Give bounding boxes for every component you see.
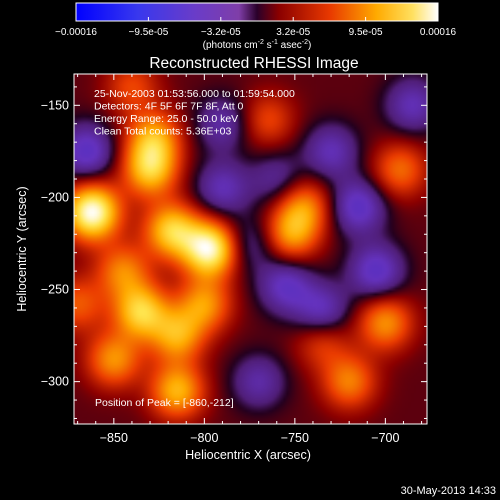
annotations: 25-Nov-2003 01:53:56.000 to 01:59:54.000… [94,88,295,138]
colorbar: −0.00016 −9.5e-05 −3.2e-05 3.2e-05 9.5e-05 0.… [55,2,457,51]
axis-ticks: −850 −800 −750 −700 −300 −250 −200 −150 [41,74,427,445]
colorbar-tick-label: −9.5e-05 [129,27,169,38]
y-tick-label: −150 [41,98,69,112]
timestamp: 30-May-2013 14:33 [401,485,496,497]
chart-title: Reconstructed RHESSI Image [149,55,358,72]
x-tick-label: −800 [190,431,218,445]
heatmap [74,74,427,424]
x-tick-label: −700 [371,431,399,445]
y-axis-label: Heliocentric Y (arcsec) [15,186,29,311]
annotation-line: Energy Range: 25.0 - 50.0 keV [94,113,238,125]
annotation-line: Detectors: 4F 5F 6F 7F 8F, Att 0 [94,101,244,113]
annotation-line: 25-Nov-2003 01:53:56.000 to 01:59:54.000 [94,88,295,100]
plot-frame [73,73,428,425]
annotation-line: Clean Total counts: 5.36E+03 [94,126,231,138]
y-tick-label: −300 [41,375,69,389]
colorbar-gradient [75,2,439,22]
y-tick-label: −200 [41,190,69,204]
y-tick-label: −250 [41,283,69,297]
colorbar-ticks: −0.00016 −9.5e-05 −3.2e-05 3.2e-05 9.5e-05 0.… [55,17,457,38]
x-tick-label: −850 [100,431,128,445]
colorbar-tick-label: −3.2e-05 [201,27,241,38]
x-axis-label: Heliocentric X (arcsec) [185,448,311,462]
colorbar-tick-label: −0.00016 [55,27,97,38]
colorbar-units: (photons cm-2 s-1 asec-2) [203,39,312,51]
x-tick-label: −750 [281,431,309,445]
colorbar-tick-label: 0.00016 [420,27,457,38]
colorbar-tick-label: 3.2e-05 [276,27,310,38]
colorbar-tick-label: 9.5e-05 [349,27,383,38]
plot-area: −850 −800 −750 −700 −300 −250 −200 −150 [41,73,428,445]
peak-label: Position of Peak = [-860,-212] [95,397,234,409]
